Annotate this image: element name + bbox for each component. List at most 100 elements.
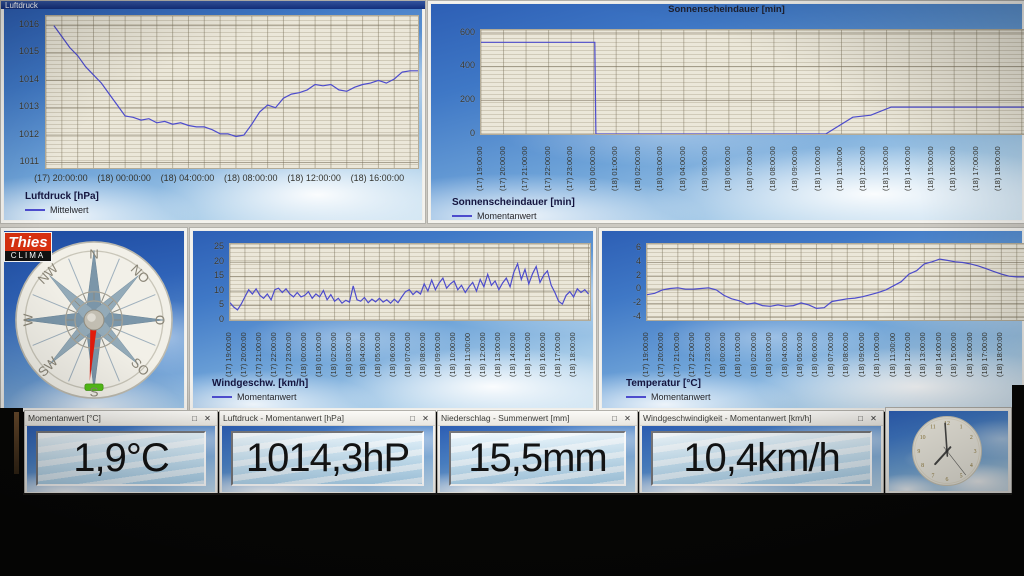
y-tick-label: 1015 (18, 46, 39, 57)
window-divider (0, 222, 1024, 227)
y-tick-label: 0 (469, 127, 475, 138)
y-tick-label: 2 (635, 269, 641, 280)
svg-text:5: 5 (960, 473, 963, 479)
x-tick-label: (18) 04:00:00 (677, 146, 687, 191)
svg-text:10: 10 (920, 435, 926, 441)
x-tick-label: (18) 16:00:00 (964, 332, 974, 377)
wind-x-axis: (17) 19:00:00 (17) 20:00:00 (17) 21:00:00 (… (224, 321, 589, 381)
pressure-chart-window: Luftdruck 1011 1012 1013 1014 1015 1016 (17) … (0, 0, 426, 224)
close-button[interactable]: ✕ (870, 413, 877, 423)
monitor-bezel-bottom (0, 493, 1024, 576)
value-window-titlebar[interactable]: Windgeschwindigkeit - Momentanwert [km/h… (640, 411, 883, 426)
x-tick-label: (18) 01:00:00 (733, 332, 743, 377)
x-tick-label: (18) 08:00:00 (224, 173, 278, 183)
restore-button[interactable]: □ (612, 413, 617, 423)
x-tick-label: (18) 01:00:00 (313, 332, 323, 377)
monitor-bezel-left (0, 408, 23, 576)
x-tick-label: (18) 00:00:00 (97, 173, 151, 183)
svg-text:8: 8 (921, 463, 924, 469)
value-window-title: Niederschlag - Summenwert [mm] (441, 413, 570, 423)
value-window-title: Momentanwert [°C] (28, 413, 101, 423)
close-button[interactable]: ✕ (422, 413, 429, 423)
temperature-value-window: Momentanwert [°C] □ ✕ 1,9°C (24, 410, 218, 495)
close-button[interactable]: ✕ (624, 413, 631, 423)
wind-chart-canvas (230, 244, 590, 320)
x-tick-label: (18) 14:00:00 (507, 332, 517, 377)
sunshine-legend: Sonnenscheindauer [min] Momentanwert (452, 197, 575, 221)
wind-plot (229, 243, 591, 321)
restore-button[interactable]: □ (858, 413, 863, 423)
compass-label-s: S (90, 384, 99, 399)
x-tick-label: (17) 23:00:00 (565, 146, 575, 191)
y-tick-label: 1016 (18, 19, 39, 30)
x-tick-label: (18) 09:00:00 (433, 332, 443, 377)
compass-label-o: O (152, 315, 167, 325)
x-tick-label: (18) 03:00:00 (655, 146, 665, 191)
sky-background: 1,9°C (27, 426, 215, 492)
x-tick-label: (17) 23:00:00 (283, 332, 293, 377)
y-tick-label: 1014 (18, 73, 39, 84)
pressure-window-titlebar[interactable]: Luftdruck (1, 1, 425, 9)
x-tick-label: (17) 20:00:00 (34, 173, 88, 183)
x-tick-label: (18) 05:00:00 (700, 146, 710, 191)
x-tick-label: (18) 15:00:00 (522, 332, 532, 377)
x-tick-label: (18) 13:00:00 (492, 332, 502, 377)
x-tick-label: (17) 20:00:00 (656, 332, 666, 377)
temperature-chart-window: -4 -2 0 2 4 6 (17) 19:00:00 (17) 20:00:00 (17) … (598, 227, 1024, 412)
temperature-plot (646, 243, 1024, 321)
value-window-titlebar[interactable]: Momentanwert [°C] □ ✕ (25, 411, 217, 426)
y-tick-label: -2 (632, 297, 641, 308)
sky-background: 15,5mm (440, 426, 635, 492)
x-tick-label: (17) 19:00:00 (475, 146, 484, 191)
y-tick-label: 15 (213, 270, 224, 281)
x-tick-label: (18) 00:00:00 (298, 332, 308, 377)
value-window-titlebar[interactable]: Luftdruck - Momentanwert [hPa] □ ✕ (220, 411, 435, 426)
temperature-chart-canvas (647, 244, 1024, 320)
value-window-titlebar[interactable]: Niederschlag - Summenwert [mm] □ ✕ (438, 411, 637, 426)
y-tick-label: 0 (218, 313, 224, 324)
wind-y-axis: 0 5 10 15 20 25 (190, 241, 227, 323)
x-tick-label: (18) 06:00:00 (810, 332, 820, 377)
y-tick-label: 20 (213, 255, 224, 266)
temperature-x-axis: (17) 19:00:00 (17) 20:00:00 (17) 21:00:00 (… (641, 321, 1024, 381)
compass-label-w: W (21, 313, 36, 326)
pressure-x-axis: (17) 20:00:00 (18) 00:00:00 (18) 04:00:00 (… (34, 171, 417, 187)
value-window-title: Windgeschwindigkeit - Momentanwert [km/h… (643, 413, 812, 423)
legend-title: Luftdruck [hPa] (25, 191, 99, 202)
x-tick-label: (18) 08:00:00 (418, 332, 428, 377)
x-tick-label: (18) 09:00:00 (856, 332, 866, 377)
compass-diagonal-points (49, 275, 139, 365)
y-tick-label: 600 (459, 26, 475, 37)
close-button[interactable]: ✕ (204, 413, 211, 423)
x-tick-label: (18) 04:00:00 (358, 332, 368, 377)
x-tick-label: (18) 12:00:00 (287, 173, 341, 183)
x-tick-label: (18) 12:00:00 (858, 146, 868, 191)
x-tick-label: (18) 12:00:00 (477, 332, 487, 377)
x-tick-label: (18) 16:00:00 (537, 332, 547, 377)
x-tick-label: (18) 06:00:00 (388, 332, 398, 377)
legend-line-swatch (626, 396, 646, 398)
x-tick-label: (18) 01:00:00 (610, 146, 620, 191)
y-tick-label: 0 (635, 283, 641, 294)
x-tick-label: (17) 21:00:00 (253, 332, 263, 377)
y-tick-label: -4 (632, 310, 641, 321)
x-tick-label: (18) 10:00:00 (872, 332, 882, 377)
x-tick-label: (18) 10:00:00 (448, 332, 458, 377)
x-tick-label: (18) 14:00:00 (903, 146, 913, 191)
compass-hub-highlight (87, 313, 96, 322)
y-tick-label: 400 (459, 60, 475, 71)
wind-chart-window: 0 5 10 15 20 25 (17) 19:00:00 (17) 20:00:00 (17… (189, 227, 597, 412)
temperature-y-axis: -4 -2 0 2 4 6 (607, 242, 644, 321)
svg-text:12: 12 (944, 421, 950, 427)
x-tick-label: (18) 13:00:00 (918, 332, 928, 377)
y-tick-label: 10 (213, 284, 224, 295)
wind-speed-value-display: 10,4km/h (651, 431, 872, 486)
x-tick-label: (17) 20:00:00 (238, 332, 248, 377)
x-tick-label: (18) 16:00:00 (350, 173, 405, 183)
sky-background: 10,4km/h (642, 426, 881, 492)
restore-button[interactable]: □ (410, 413, 415, 423)
restore-button[interactable]: □ (192, 413, 197, 423)
compass-rose: N NO O SO S SW W NW (15, 241, 173, 399)
